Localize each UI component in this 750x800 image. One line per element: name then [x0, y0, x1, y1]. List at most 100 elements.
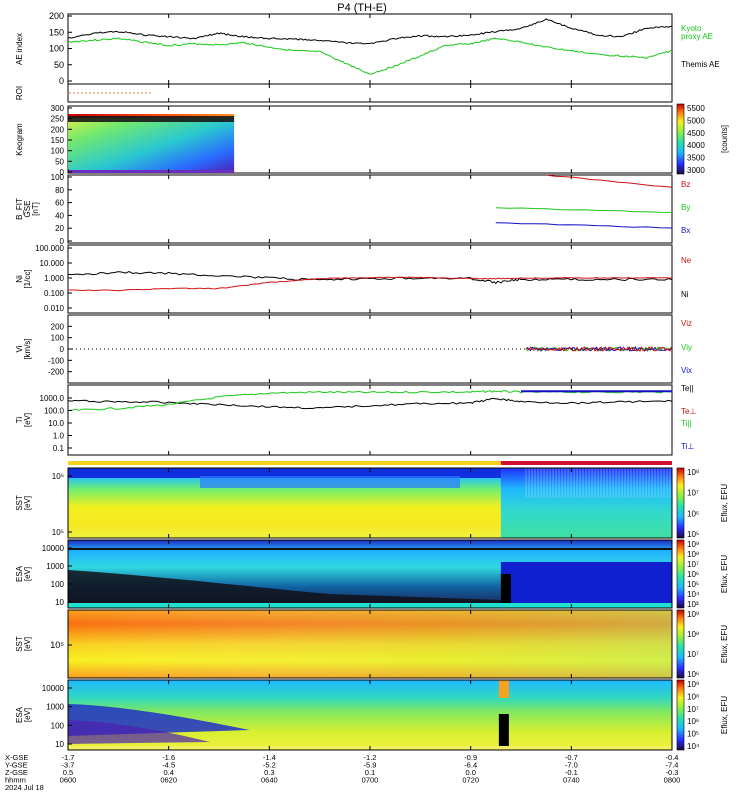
y-tick-label: 50 [55, 157, 64, 166]
x-axis-tick-label: -1.2 [364, 753, 377, 762]
roi-marker [101, 92, 103, 94]
esa_i-panel: 10000 1000 100 10 ESA [eV] 10⁹ 10⁸ 10⁷ 10⁶ 10⁵ 10⁴ E… [15, 679, 729, 751]
legend-entry: proxy AE [681, 32, 713, 41]
y-tick-label: 300 [51, 104, 65, 113]
y-tick-label: 250 [51, 115, 65, 124]
b-bx-line [495, 222, 673, 229]
roi-marker [97, 92, 99, 94]
y-axis-label: GSE [23, 201, 32, 218]
y-tick-label: 40 [55, 211, 64, 220]
y-axis-label: ESA [15, 565, 24, 582]
roi-marker [113, 92, 115, 94]
y-tick-label: 10.000 [40, 259, 65, 268]
y-tick-label: 10⁵ [52, 528, 64, 537]
roi-marker [73, 92, 75, 94]
colorbar-tick-label: 4500 [687, 129, 705, 138]
x-axis-tick-label: 0.1 [365, 768, 375, 777]
colorbar-tick-label: 5000 [687, 116, 705, 125]
colorbar-tick-label: 10⁵ [687, 530, 699, 539]
y-tick-label: 150 [49, 27, 64, 37]
legend-entry: Ni [681, 290, 689, 299]
x-axis-tick-label: 0.3 [264, 768, 274, 777]
plot-title: P4 (TH-E) [337, 2, 387, 14]
x-axis-tick-label: 0.5 [63, 768, 73, 777]
colorbar-tick-label: 10⁸ [687, 550, 699, 559]
x-axis-tick-label: -1.6 [162, 753, 175, 762]
colorbar-tick-label: 10⁶ [687, 717, 699, 726]
colorbar-label: [counts] [720, 125, 729, 153]
x-axis-tick-label: -1.4 [263, 753, 276, 762]
legend-entry: Viz [681, 319, 692, 328]
keogram-heatmap-dark-band [68, 116, 235, 122]
y-axis-label: [1/cc] [23, 269, 32, 288]
y-tick-label: 200 [51, 125, 65, 134]
keogram-heatmap [68, 114, 235, 173]
y-axis-label: Vi [15, 345, 24, 352]
y-axis-label: AE index [15, 33, 24, 65]
colorbar [676, 539, 685, 609]
esa-e-gap [500, 574, 511, 608]
x-axis-tick-label: -5.9 [364, 761, 377, 770]
y-tick-label: 1.0 [53, 432, 65, 441]
y-axis-label: SST [15, 636, 24, 652]
x-axis-tick-label: -0.9 [464, 753, 477, 762]
y-axis-label: ROI [15, 86, 24, 100]
y-tick-label: 10⁵ [50, 640, 64, 650]
x-axis-tick-label: -0.7 [565, 753, 578, 762]
y-tick-label: 0.1 [53, 444, 65, 453]
colorbar-tick-label: 10⁶ [687, 670, 699, 679]
colorbar-label: Eflux, EFU [720, 555, 729, 593]
y-axis-label: [eV] [23, 567, 32, 581]
esa_e-panel: 10000 1000 100 10 ESA [eV] 10⁹10⁸10⁷10⁶10⁵10⁴1… [15, 539, 729, 609]
ae-index-panel-frame [67, 13, 673, 85]
x-axis-tick-label: 0720 [462, 776, 479, 785]
colorbar-tick-label: 10⁷ [687, 489, 699, 498]
colorbar-tick-label: 10⁸ [687, 468, 699, 477]
y-tick-label: 150 [51, 136, 65, 145]
colorbar-tick-label: 4000 [687, 141, 705, 150]
roi-marker [121, 92, 123, 94]
y-tick-label: -200 [48, 368, 65, 377]
y-tick-label: 100 [51, 334, 65, 343]
legend-entry: Themis AE [681, 60, 720, 69]
y-tick-label: 1000 [46, 703, 64, 712]
colorbar-label: Eflux, EFU [720, 484, 729, 522]
keogram-heatmap-bottom [68, 170, 235, 173]
esa-e-dark-line [68, 548, 672, 550]
vi-red-line [525, 346, 672, 352]
kyoto-proxy-ae-line [67, 37, 673, 75]
y-tick-label: 0 [59, 76, 64, 86]
y-tick-label: 0 [60, 345, 65, 354]
mode-bar-slow [68, 461, 501, 465]
roi-marker [89, 92, 91, 94]
sst-e-fast-region [500, 468, 672, 538]
x-axis-tick-label: 0620 [160, 776, 177, 785]
colorbar-tick-label: 10⁹ [687, 540, 699, 549]
y-tick-label: 10.0 [48, 419, 64, 428]
colorbar-tick-label: 3000 [687, 166, 705, 175]
y-axis-label: B_FIT [15, 198, 24, 220]
x-axis-row-label: 2024 Jul 18 [5, 783, 44, 792]
legend-entry: Ti⊥ [681, 442, 694, 451]
themis-ae-line [67, 18, 673, 45]
x-axis-tick-label: 0740 [563, 776, 580, 785]
sst_e-panel: 10⁶ 10⁵ SST [eV] 10⁸ 10⁷ 10⁶ 10⁵ Eflux, EFU [15, 467, 729, 539]
colorbar [676, 609, 685, 679]
colorbar [676, 467, 685, 539]
legend-entry: Bx [681, 226, 690, 235]
roi-marker [109, 92, 111, 94]
colorbar-tick-label: 10⁷ [687, 705, 699, 714]
y-tick-label: 50 [54, 60, 64, 70]
sst-e-band [200, 476, 460, 488]
y-tick-label: 60 [55, 199, 64, 208]
b-by-line [495, 207, 673, 213]
colorbar-tick-label: 10⁶ [687, 509, 699, 518]
colorbar-tick-label: 10⁹ [687, 610, 699, 619]
x-axis-tick-label: -0.4 [666, 753, 679, 762]
legend-entry: Kyoto [681, 24, 702, 33]
y-tick-label: 0 [60, 237, 65, 246]
legend-entry: Ti|| [681, 419, 692, 428]
esa-e-low-energy [68, 570, 501, 608]
